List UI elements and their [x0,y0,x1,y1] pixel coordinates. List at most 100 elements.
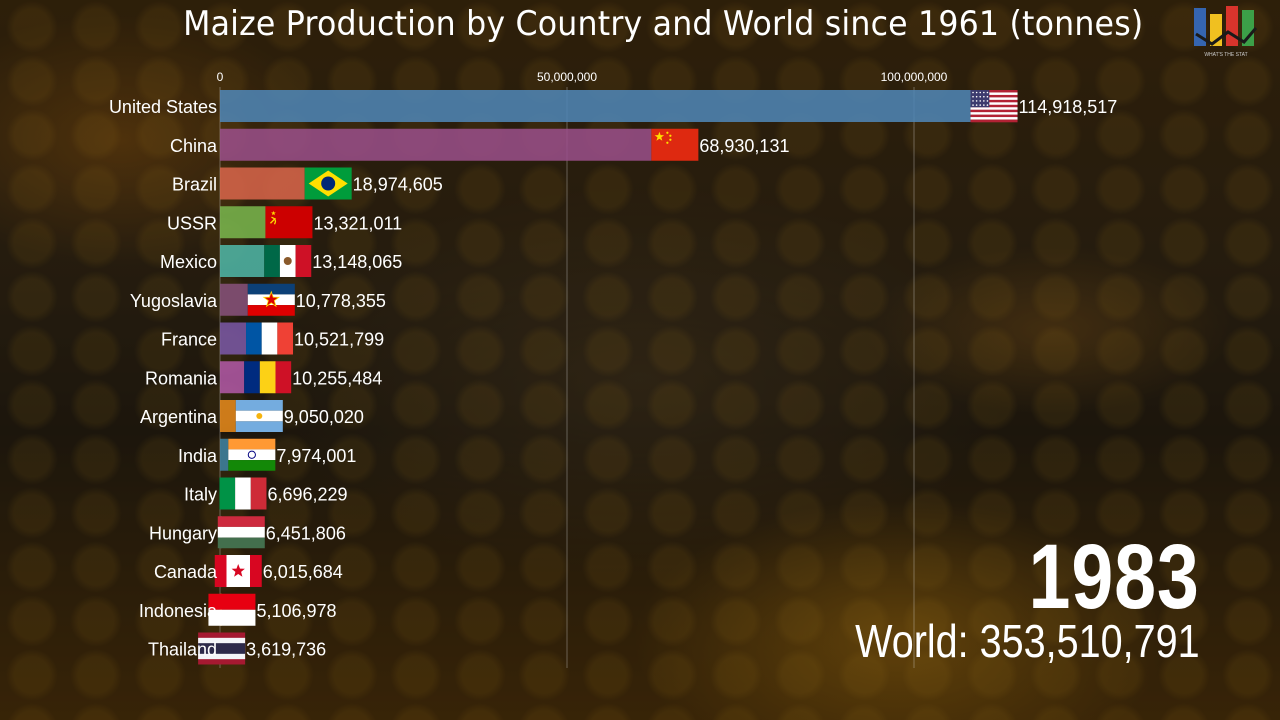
logo-text: WHAT'S THE STAT [1204,52,1247,58]
flag-star [669,138,672,141]
flag-band [277,322,294,355]
flag-star [979,104,982,106]
bar-su [220,206,266,239]
flag-star [983,100,985,102]
country-label: Indonesia [139,601,218,621]
x-tick-label: 0 [217,70,224,84]
flag-stripe [970,90,1018,93]
flag-stripe [970,112,1018,115]
flag-emblem [283,257,292,265]
flag-stripe [970,94,1018,98]
bar-row-it: Italy 6,696,229 [184,477,348,510]
flag-star [972,91,974,94]
flag-br-icon [304,167,352,200]
bar-layer: United States 114,918,517 China 68,930,131 B… [109,90,1117,665]
flag-star [975,104,978,106]
country-label: Hungary [149,523,217,543]
value-label: 114,918,517 [1019,97,1118,117]
country-label: USSR [167,213,217,233]
flag-hu-icon [217,516,265,549]
country-label: France [161,330,217,350]
bar-row-su: USSR 13,321,011 [167,206,402,239]
bar-fr [220,322,247,355]
flag-band [228,438,276,450]
current-year: 1983 [1028,526,1200,628]
flag-band [235,477,251,510]
bar-us [220,90,971,122]
flag-star [972,104,974,106]
flag-cn-icon [651,128,699,161]
flag-ca-icon [214,555,262,587]
flag-ro-icon [244,361,292,394]
x-tick-label: 50,000,000 [537,70,597,84]
bar-row-us: United States 114,918,517 [109,90,1118,123]
country-label: Thailand [148,640,217,660]
flag-star [262,290,281,308]
flag-field [651,128,699,161]
flag-star [979,95,982,98]
bar-ar [220,400,236,432]
country-label: India [178,446,218,466]
value-label: 6,451,806 [266,523,346,543]
flag-stripe [970,107,1018,110]
flag-star [986,91,989,94]
flag-band [247,283,295,295]
flag-ar-icon [235,400,283,432]
bar-cn [220,128,652,161]
bar-row-th: Thailand 3,619,736 [148,632,326,665]
value-label: 3,619,736 [246,640,326,660]
flag-band [295,245,312,277]
country-label: Brazil [172,175,217,195]
tick-layer: 0 50,000,000 100,000,000 [217,70,948,84]
flag-star [983,104,985,106]
country-label: Mexico [160,252,217,272]
value-label: 7,974,001 [276,446,356,466]
flag-band [235,400,283,411]
value-label: 6,696,229 [267,485,347,505]
flag-band [219,477,236,510]
bar-row-id: Indonesia 5,106,978 [139,593,337,626]
country-label: Canada [154,562,218,582]
bar-row-cn: China 68,930,131 [170,128,789,161]
flag-sun [256,413,263,419]
flag-stripe [970,97,1018,101]
bar-row-yu: Yugoslavia 10,778,355 [130,283,386,316]
flag-stripe [970,117,1018,120]
flag-star [975,95,978,98]
country-label: Romania [145,368,218,388]
flag-star [975,100,978,102]
bar-row-hu: Hungary 6,451,806 [149,516,346,549]
flag-star [666,141,669,144]
flag-band [264,245,280,277]
flag-yu-icon [247,283,295,316]
flag-maple-leaf [231,564,245,577]
bar-row-in: India 7,974,001 [178,438,356,471]
value-label: 10,778,355 [296,291,386,311]
flag-band [217,526,265,538]
flag-stripe [970,109,1018,113]
flag-star [975,91,978,94]
flag-band [249,555,262,587]
bar-row-br: Brazil 18,974,605 [172,167,443,200]
flag-band [261,322,278,355]
flag-field [265,206,313,239]
flag-su-icon [265,206,313,239]
logo: WHAT'S THE STAT [1194,6,1258,58]
world-total: World: 353,510,791 [855,615,1200,667]
value-label: 9,050,020 [284,407,364,427]
flag-th-icon [198,632,246,665]
flag-star [972,95,974,98]
flag-star [983,95,985,98]
flag-id-icon [208,593,256,626]
value-label: 10,521,799 [294,330,384,350]
value-label: 10,255,484 [292,368,382,388]
flag-band [217,516,265,527]
flag-band [198,643,246,654]
flag-stripe [970,119,1018,123]
flag-stripe [970,104,1018,108]
x-tick-label: 100,000,000 [881,70,948,84]
flag-star [972,100,974,102]
bar-in [220,438,229,471]
flag-star [669,134,672,137]
